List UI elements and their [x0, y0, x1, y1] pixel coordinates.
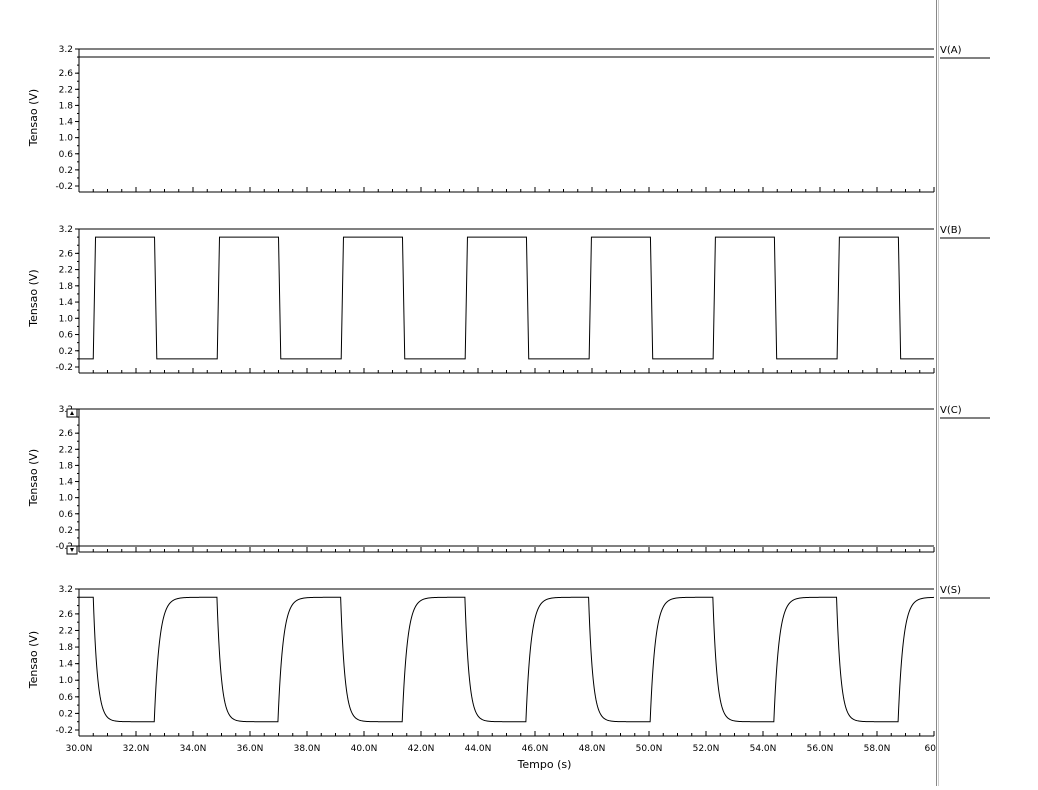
arrow-up-icon	[70, 411, 74, 415]
x-tick-label: 40.0N	[351, 744, 378, 754]
y-axis-title: Tensao (V)	[27, 269, 40, 327]
x-tick-label: 46.0N	[522, 744, 549, 754]
x-tick-label: 42.0N	[408, 744, 435, 754]
y-tick-label: 2.6	[59, 249, 74, 259]
x-tick-label: 58.0N	[864, 744, 891, 754]
y-axis-title: Tensao (V)	[27, 631, 40, 689]
x-tick-label: 30.0N	[66, 744, 93, 754]
y-tick-label: 0.6	[59, 693, 74, 703]
y-tick-label: 2.2	[59, 445, 73, 455]
y-tick-label: 0.2	[59, 709, 73, 719]
y-tick-label: 2.6	[59, 429, 74, 439]
y-tick-label: 3.2	[59, 225, 73, 235]
signal-label: V(S)	[940, 585, 961, 596]
arrow-down-icon	[70, 548, 74, 552]
x-tick-label: 32.0N	[123, 744, 150, 754]
series-line-V(S)	[79, 596, 935, 723]
x-tick-label: 54.0N	[750, 744, 777, 754]
x-tick-label: 56.0N	[807, 744, 834, 754]
x-tick-label: 50.0N	[636, 744, 663, 754]
y-tick-label: 2.6	[59, 610, 74, 620]
y-tick-label: 0.2	[59, 166, 73, 176]
panel-3: 3.2 2.6 2.2 1.8 1.4 1.0 0.6 0.2 -0.2 Tensao (V) V(…	[27, 405, 990, 555]
y-tick-label: 1.4	[59, 298, 74, 308]
y-tick-label: 3.2	[59, 45, 73, 55]
y-tick-label: 1.8	[59, 461, 74, 471]
y-tick-label: 1.8	[59, 101, 74, 111]
x-tick-label: 52.0N	[693, 744, 720, 754]
y-tick-label: -0.2	[55, 542, 73, 552]
y-tick-label: 2.2	[59, 85, 73, 95]
y-tick-label: 1.0	[59, 314, 74, 324]
x-axis-title: Tempo (s)	[517, 758, 572, 771]
y-tick-label: 0.6	[59, 510, 74, 520]
y-tick-label: 0.2	[59, 526, 73, 536]
panel-4: 3.2 2.6 2.2 1.8 1.4 1.0 0.6 0.2 -0.2 Tensao (V) V(…	[27, 585, 990, 771]
y-tick-label: -0.2	[55, 363, 73, 373]
y-tick-label: 1.4	[59, 118, 74, 128]
y-tick-label: 2.6	[59, 69, 74, 79]
y-tick-label: 1.8	[59, 282, 74, 292]
panel-2: 3.2 2.6 2.2 1.8 1.4 1.0 0.6 0.2 -0.2 Tensao (V) V(…	[27, 225, 990, 374]
x-tick-label: 34.0N	[180, 744, 207, 754]
y-tick-label: 2.2	[59, 266, 73, 276]
x-tick-label: 48.0N	[579, 744, 606, 754]
y-tick-label: 3.2	[59, 585, 73, 595]
signal-label: V(B)	[940, 225, 962, 236]
panel-1: 3.2 2.6 2.2 1.8 1.4 1.0 0.6 0.2 -0.2 Tensao (V) V(…	[27, 45, 990, 193]
y-tick-label: 1.0	[59, 494, 74, 504]
signal-label: V(A)	[940, 45, 962, 56]
y-axis-title: Tensao (V)	[27, 449, 40, 507]
y-tick-label: 1.4	[59, 478, 74, 488]
x-tick-label: 38.0N	[294, 744, 321, 754]
x-tick-label: 60	[925, 744, 937, 754]
x-tick-label: 44.0N	[465, 744, 492, 754]
y-tick-label: 1.0	[59, 134, 74, 144]
signal-label: V(C)	[940, 405, 962, 416]
y-tick-label: 3.2	[59, 405, 73, 415]
series-line-V(B)	[79, 236, 934, 360]
y-tick-label: 1.4	[59, 660, 74, 670]
y-axis-title: Tensao (V)	[27, 89, 40, 147]
y-tick-label: 1.0	[59, 676, 74, 686]
y-tick-label: 0.2	[59, 347, 73, 357]
y-tick-label: -0.2	[55, 182, 73, 192]
y-tick-label: 0.6	[59, 150, 74, 160]
y-tick-label: 2.2	[59, 626, 73, 636]
x-tick-label: 36.0N	[237, 744, 264, 754]
y-tick-label: -0.2	[55, 726, 73, 736]
y-tick-label: 1.8	[59, 643, 74, 653]
y-tick-label: 0.6	[59, 331, 74, 341]
